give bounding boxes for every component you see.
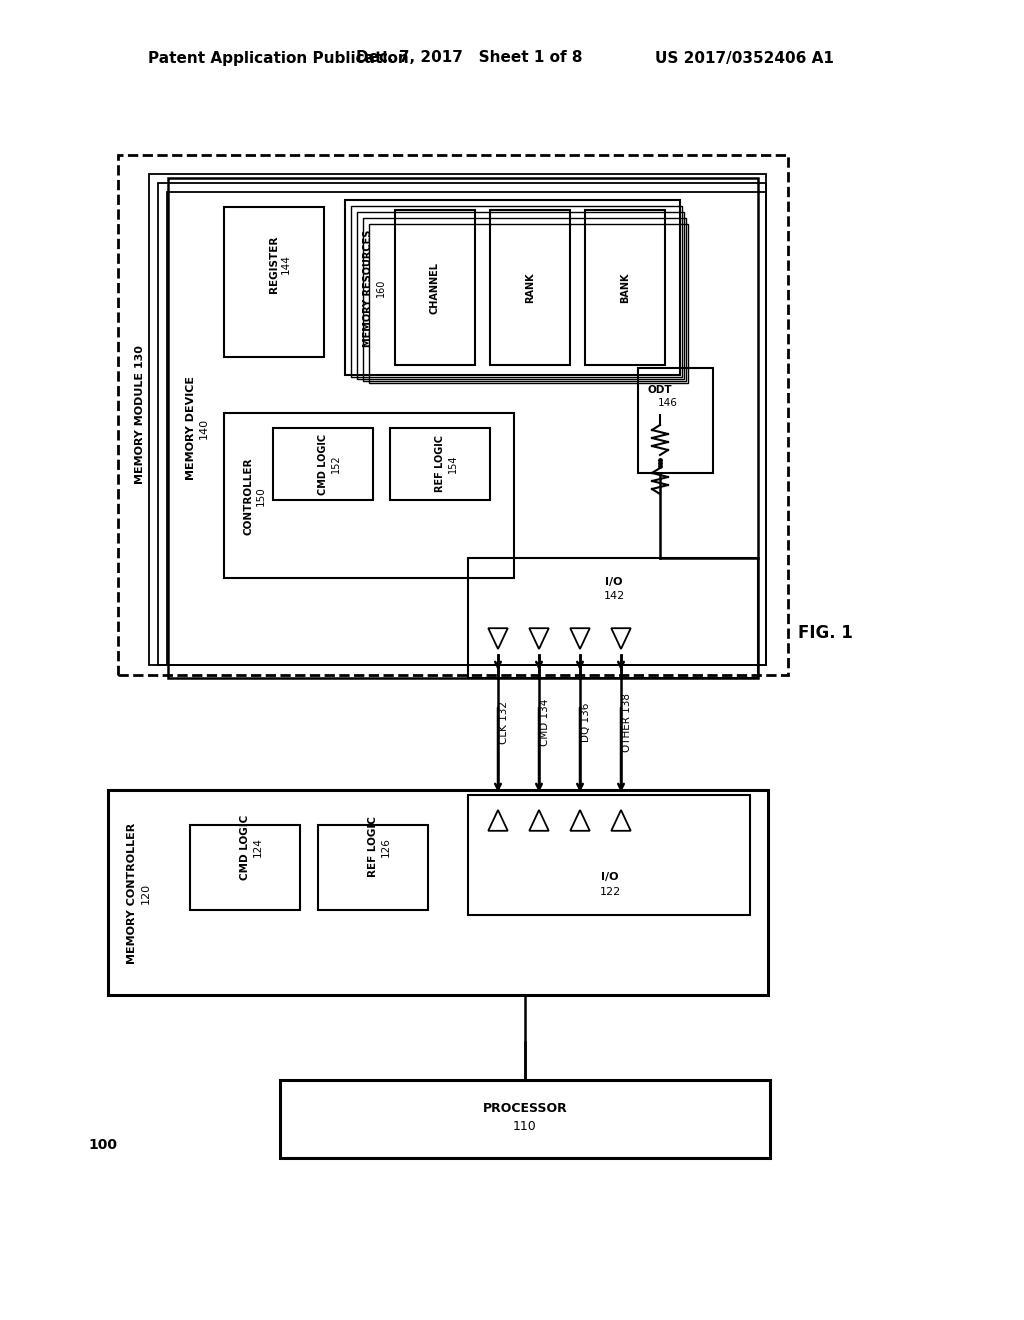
Bar <box>158 183 766 665</box>
Bar <box>468 795 750 915</box>
Text: 152: 152 <box>331 454 341 474</box>
Bar <box>585 210 665 366</box>
Text: CHANNEL: CHANNEL <box>430 261 440 314</box>
Text: 160: 160 <box>376 279 386 297</box>
Text: 142: 142 <box>603 591 625 601</box>
Bar <box>362 218 686 381</box>
Bar <box>167 191 766 665</box>
Text: REGISTER: REGISTER <box>269 235 279 293</box>
Bar <box>150 174 766 665</box>
Text: FIG. 1: FIG. 1 <box>798 624 853 642</box>
Bar <box>108 789 768 995</box>
Bar <box>490 210 570 366</box>
Bar <box>638 368 713 473</box>
Text: PROCESSOR: PROCESSOR <box>482 1101 567 1114</box>
Text: MEMORY CONTROLLER: MEMORY CONTROLLER <box>127 822 137 964</box>
Text: RANK: RANK <box>525 273 535 304</box>
Bar <box>273 428 373 500</box>
Text: I/O: I/O <box>605 577 623 587</box>
Text: MEMORY DEVICE: MEMORY DEVICE <box>186 376 196 480</box>
Text: 120: 120 <box>141 883 151 904</box>
Text: MEMORY MODULE 130: MEMORY MODULE 130 <box>135 346 145 484</box>
Bar <box>468 558 758 678</box>
Bar <box>318 825 428 909</box>
Text: I/O: I/O <box>601 873 618 882</box>
Text: REF LOGIC: REF LOGIC <box>435 436 445 492</box>
Text: Dec. 7, 2017   Sheet 1 of 8: Dec. 7, 2017 Sheet 1 of 8 <box>356 50 583 66</box>
Bar <box>224 207 324 356</box>
Text: 140: 140 <box>199 417 209 438</box>
Text: 146: 146 <box>658 399 678 408</box>
Text: MEMORY RESOURCES: MEMORY RESOURCES <box>362 230 373 347</box>
Bar <box>118 154 788 675</box>
Bar <box>351 206 682 378</box>
Text: CONTROLLER: CONTROLLER <box>243 457 253 535</box>
Text: BANK: BANK <box>620 273 630 304</box>
Bar <box>190 825 300 909</box>
Text: CLK 132: CLK 132 <box>499 701 509 743</box>
Text: OTHER 138: OTHER 138 <box>622 693 632 751</box>
Text: 154: 154 <box>449 455 458 474</box>
Bar <box>345 201 680 375</box>
Bar <box>280 1080 770 1158</box>
Text: DQ 136: DQ 136 <box>581 702 591 742</box>
Text: CMD LOGIC: CMD LOGIC <box>240 814 250 879</box>
Text: 110: 110 <box>513 1119 537 1133</box>
Text: 100: 100 <box>88 1138 117 1152</box>
Text: 122: 122 <box>599 887 621 898</box>
Bar <box>390 428 490 500</box>
Text: 150: 150 <box>256 486 266 506</box>
Bar <box>369 224 688 383</box>
Bar <box>357 213 684 379</box>
Bar <box>224 413 514 578</box>
Bar <box>395 210 475 366</box>
Text: 126: 126 <box>381 837 391 857</box>
Text: REF LOGIC: REF LOGIC <box>368 817 378 878</box>
Text: Patent Application Publication: Patent Application Publication <box>148 50 409 66</box>
Bar <box>168 178 758 678</box>
Text: US 2017/0352406 A1: US 2017/0352406 A1 <box>655 50 834 66</box>
Text: CMD 134: CMD 134 <box>540 698 550 746</box>
Text: CMD LOGIC: CMD LOGIC <box>318 433 328 495</box>
Text: ODT: ODT <box>648 385 673 395</box>
Text: 144: 144 <box>281 253 291 275</box>
Text: 124: 124 <box>253 837 263 857</box>
